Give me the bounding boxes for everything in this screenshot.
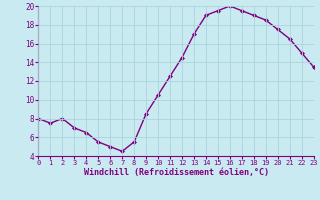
- X-axis label: Windchill (Refroidissement éolien,°C): Windchill (Refroidissement éolien,°C): [84, 168, 268, 177]
